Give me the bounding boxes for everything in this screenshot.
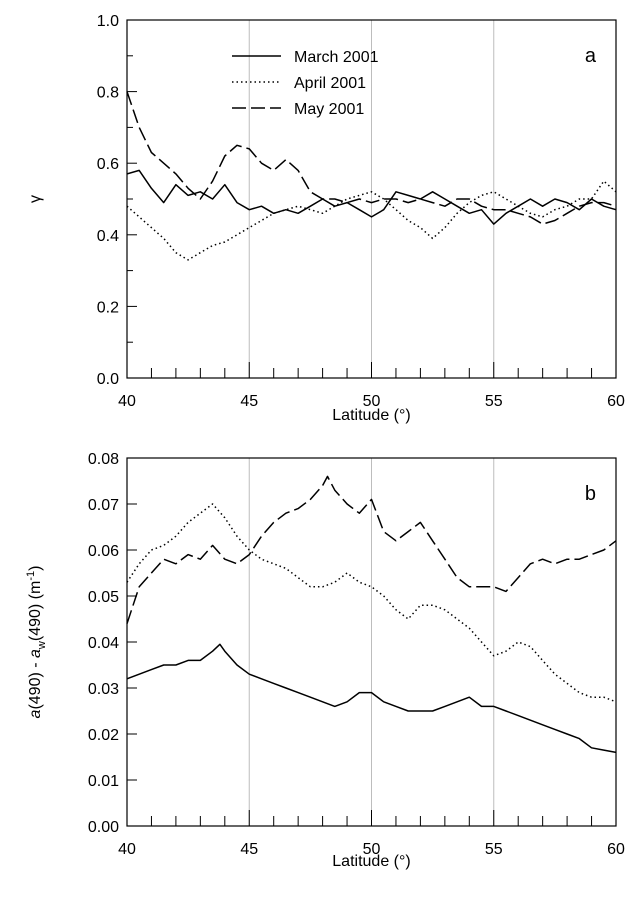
y-tick-label: 0.04 bbox=[88, 635, 119, 652]
y-tick-label: 0.0 bbox=[97, 371, 119, 388]
x-tick-label: 45 bbox=[240, 841, 258, 858]
y-tick-label: 1.0 bbox=[97, 13, 119, 30]
y-tick-label: 0.2 bbox=[97, 299, 119, 316]
legend-label: March 2001 bbox=[294, 49, 379, 66]
y-tick-label: 0.06 bbox=[88, 543, 119, 560]
x-tick-label: 50 bbox=[363, 393, 381, 410]
y-tick-label: 0.03 bbox=[88, 681, 119, 698]
series-dotted-april-2001 bbox=[126, 503, 617, 703]
y-axis-title-part: (490) (m bbox=[27, 581, 44, 641]
x-tick-label: 60 bbox=[607, 841, 625, 858]
legend-label: April 2001 bbox=[294, 75, 366, 92]
x-tick-label: 45 bbox=[240, 393, 258, 410]
x-tick-label: 55 bbox=[485, 841, 503, 858]
y-tick-label: 0.05 bbox=[88, 589, 119, 606]
plot-frame bbox=[126, 457, 617, 827]
x-tick-label: 55 bbox=[485, 393, 503, 410]
x-tick-label: 40 bbox=[118, 393, 136, 410]
y-tick-label: 0.4 bbox=[97, 228, 119, 245]
panel-b: 40 45 50 55 60 0.00 0.01 0.02 0.03 0.04 0.05 0.06 0.… bbox=[25, 451, 625, 870]
x-tick-label: 50 bbox=[363, 841, 381, 858]
y-tick-label: 0.08 bbox=[88, 451, 119, 468]
y-axis-title: γ bbox=[27, 195, 44, 203]
y-axis-title: a(490) - aw(490) (m-1) bbox=[25, 566, 48, 719]
plot-frame bbox=[126, 19, 617, 379]
y-tick-label: 0.07 bbox=[88, 497, 119, 514]
y-tick-label: 0.00 bbox=[88, 819, 119, 836]
x-tick-label: 40 bbox=[118, 841, 136, 858]
y-axis-title-part: (490) - bbox=[27, 658, 44, 710]
panel-label: a bbox=[585, 45, 597, 67]
y-axis-title-part: a bbox=[27, 709, 44, 718]
y-axis-title-part: a bbox=[27, 649, 44, 658]
series-dotted-april-2001 bbox=[126, 180, 617, 261]
legend-label: May 2001 bbox=[294, 101, 364, 118]
y-axis-title-part: ) bbox=[27, 566, 44, 571]
y-tick-label: 0.8 bbox=[97, 85, 119, 102]
y-axis-title-part: -1 bbox=[25, 571, 37, 581]
x-tick-label: 60 bbox=[607, 393, 625, 410]
y-axis-title-part: w bbox=[36, 641, 48, 650]
series-dashed-may-2001 bbox=[126, 91, 617, 225]
x-axis-title: Latitude (°) bbox=[332, 853, 410, 870]
y-tick-label: 0.6 bbox=[97, 156, 119, 173]
series-dashed-may-2001 bbox=[126, 475, 617, 624]
x-axis-title: Latitude (°) bbox=[332, 407, 410, 424]
series-solid-march-2001 bbox=[126, 169, 617, 225]
legend: March 2001 April 2001 May 2001 bbox=[232, 49, 379, 118]
panel-label: b bbox=[585, 483, 596, 505]
panel-a: 40 45 50 55 60 0.0 0.2 0.4 0.6 0.8 1.0 a Latitude (°… bbox=[27, 13, 625, 424]
y-tick-label: 0.02 bbox=[88, 727, 119, 744]
y-tick-label: 0.01 bbox=[88, 773, 119, 790]
series-solid-march-2001 bbox=[126, 643, 617, 754]
